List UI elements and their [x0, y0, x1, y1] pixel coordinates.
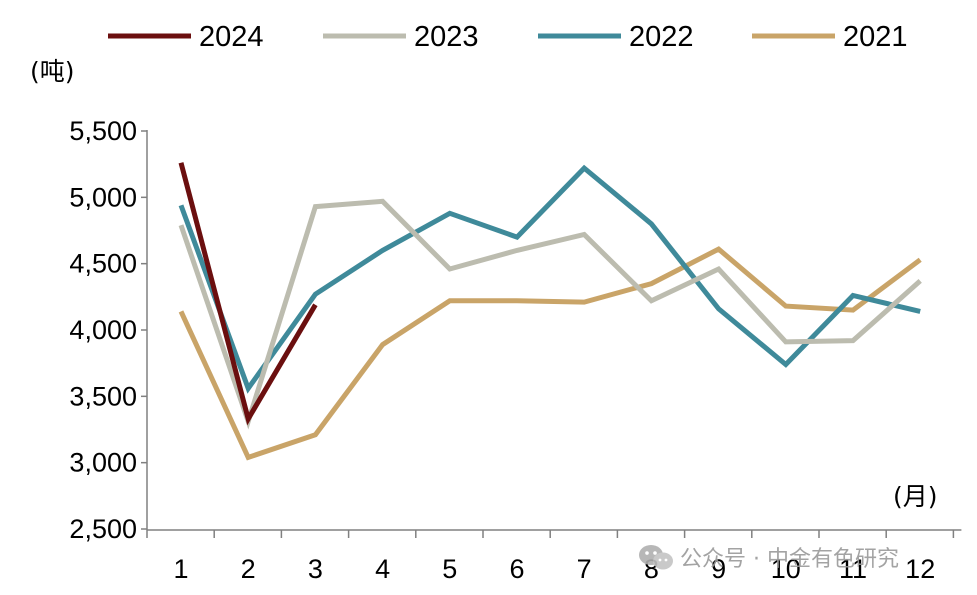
y-tick-label: 4,000 — [69, 315, 137, 345]
x-tick-label: 6 — [509, 554, 524, 584]
wechat-icon — [639, 545, 673, 570]
y-tick-label: 5,000 — [69, 182, 137, 212]
x-tick-label: 11 — [839, 554, 867, 584]
x-tick-label: 1 — [173, 554, 188, 584]
y-tick-label: 4,500 — [69, 249, 137, 279]
x-axis-unit-label: (月) — [893, 482, 938, 511]
x-tick-label: 3 — [308, 554, 323, 584]
y-tick-label: 3,000 — [69, 448, 137, 478]
legend-label-2022: 2022 — [629, 21, 694, 53]
y-tick-label: 5,500 — [69, 116, 137, 146]
x-tick-label: 12 — [905, 554, 935, 584]
y-axis-unit-label: (吨) — [30, 57, 75, 86]
x-tick-label: 10 — [771, 554, 801, 584]
legend: 2024 2023 2022 2021 — [108, 21, 908, 53]
x-tick-label: 9 — [711, 554, 726, 584]
legend-label-2021: 2021 — [843, 21, 908, 53]
watermark: 公众号 · 中金有色研究 — [639, 545, 899, 572]
legend-label-2023: 2023 — [414, 21, 479, 53]
series-line-2021 — [178, 246, 922, 461]
legend-label-2024: 2024 — [199, 21, 264, 53]
watermark-text: 公众号 · 中金有色研究 — [680, 547, 899, 572]
series-line-2023 — [178, 198, 922, 430]
y-tick-label: 2,500 — [69, 514, 137, 544]
x-tick-label: 4 — [375, 554, 390, 584]
y-tick-label: 3,500 — [69, 381, 137, 411]
series-line-2022 — [178, 164, 921, 394]
series-line-2024 — [178, 162, 318, 426]
x-tick-label: 2 — [241, 554, 256, 584]
x-tick-label: 5 — [442, 554, 457, 584]
series-group — [178, 162, 922, 461]
x-tick-label: 7 — [577, 554, 592, 584]
